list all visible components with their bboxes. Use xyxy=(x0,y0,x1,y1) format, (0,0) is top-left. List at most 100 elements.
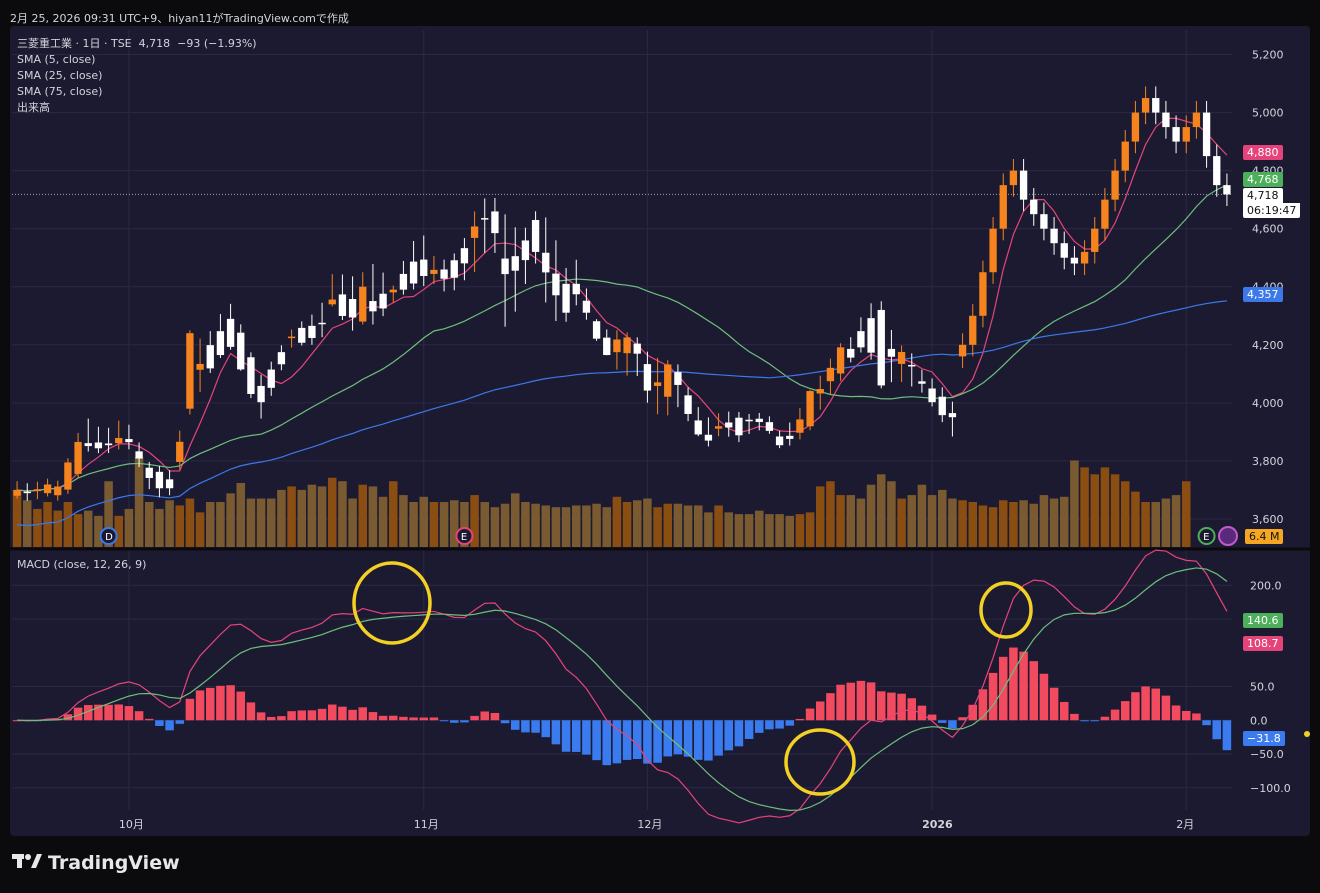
volume-bar xyxy=(1029,503,1039,547)
sma25-line xyxy=(17,184,1228,492)
candle-body xyxy=(247,357,255,394)
macd-histogram-bar xyxy=(226,685,235,721)
event-marker-label: D xyxy=(105,532,113,543)
volume-bar xyxy=(907,495,917,547)
candle-body xyxy=(735,417,743,436)
macd-histogram-bar xyxy=(1100,716,1110,721)
macd-histogram-bar xyxy=(63,714,73,721)
candle-body xyxy=(653,382,662,386)
candle-body xyxy=(897,351,906,364)
candle-body xyxy=(775,436,784,446)
macd-signal-tag: 140.6 xyxy=(1243,613,1283,628)
candle-body xyxy=(1172,127,1180,142)
candle-body xyxy=(816,389,824,394)
volume-bar xyxy=(653,507,662,547)
macd-histogram-bar xyxy=(602,720,612,766)
macd-histogram-bar xyxy=(1039,673,1049,721)
macd-histogram-bar xyxy=(734,720,744,747)
candle-body xyxy=(704,434,713,441)
volume-bar xyxy=(795,514,805,547)
event-marker-icon xyxy=(99,527,118,545)
candle-body xyxy=(491,211,499,234)
macd-histogram-bar xyxy=(937,720,947,723)
volume-value-tag: 6.4 M xyxy=(1245,529,1284,544)
volume-bar xyxy=(195,512,205,547)
volume-bar xyxy=(327,477,337,547)
macd-histogram-bar xyxy=(978,689,988,721)
tradingview-logo[interactable]: TradingView xyxy=(12,852,180,875)
candle-body xyxy=(745,419,753,422)
macd-histogram-bar xyxy=(785,720,795,726)
candle-body xyxy=(1182,127,1190,142)
legend-sma25[interactable]: SMA (25, close) xyxy=(17,69,103,82)
macd-histogram-bar xyxy=(124,706,134,721)
candle-body xyxy=(33,489,42,492)
macd-histogram-bar xyxy=(795,718,805,721)
volume-bar xyxy=(1090,474,1100,547)
candle-body xyxy=(796,419,804,433)
event-marker-icon xyxy=(1197,527,1216,545)
macd-legend[interactable]: MACD (close, 12, 26, 9) xyxy=(17,558,147,571)
macd-histogram-bar xyxy=(927,714,937,721)
candle-body xyxy=(765,422,774,431)
macd-histogram-bar xyxy=(765,720,774,730)
macd-histogram-bar xyxy=(1212,720,1222,740)
volume-bar xyxy=(144,502,154,547)
volume-bar xyxy=(1151,502,1161,547)
macd-value-tag: 108.7 xyxy=(1243,636,1283,651)
macd-histogram-bar xyxy=(500,720,510,724)
candle-body xyxy=(1060,243,1068,258)
candle-body xyxy=(979,272,987,316)
macd-histogram-bar xyxy=(1181,710,1191,721)
candle-body xyxy=(714,426,723,429)
macd-histogram-bar xyxy=(216,685,225,721)
volume-bar xyxy=(175,505,185,547)
candle-body xyxy=(531,219,540,252)
macd-histogram-bar xyxy=(1009,647,1018,721)
candle-body xyxy=(643,364,652,391)
macd-histogram-bar xyxy=(846,682,856,721)
macd-histogram-bar xyxy=(1120,701,1130,721)
candle-body xyxy=(1091,228,1099,252)
candle-body xyxy=(389,289,397,293)
macd-histogram-bar xyxy=(317,708,327,721)
candle-body xyxy=(1050,228,1058,244)
volume-bar xyxy=(429,502,439,547)
candle-body xyxy=(613,339,621,353)
sma75-value-tag: 4,357 xyxy=(1243,287,1283,302)
legend-sma75[interactable]: SMA (75, close) xyxy=(17,85,103,98)
candle-body xyxy=(318,322,326,325)
candle-body xyxy=(409,261,418,284)
macd-histogram-bar xyxy=(439,720,449,722)
legend-volume[interactable]: 出来高 xyxy=(17,101,50,114)
volume-bar xyxy=(104,481,113,547)
candle-body xyxy=(155,471,164,489)
time-tick-label: 12月 xyxy=(637,818,662,831)
macd-histogram-bar xyxy=(714,720,723,756)
volume-bar xyxy=(612,496,622,547)
candle-body xyxy=(958,344,967,357)
volume-bar xyxy=(724,512,734,547)
candle-body xyxy=(684,395,692,414)
candle-body xyxy=(867,318,875,353)
macd-histogram-bar xyxy=(185,698,195,721)
macd-histogram-bar xyxy=(287,711,296,721)
volume-bar xyxy=(236,482,246,547)
price-tick-label: 5,000 xyxy=(1252,107,1284,120)
volume-bar xyxy=(937,489,947,547)
candle-body xyxy=(1080,251,1089,264)
candle-body xyxy=(1213,156,1221,186)
macd-histogram-bar xyxy=(449,720,459,723)
legend-sma5[interactable]: SMA (5, close) xyxy=(17,53,96,66)
macd-histogram-bar xyxy=(246,702,256,721)
macd-histogram-bar xyxy=(1029,661,1039,721)
candle-body xyxy=(206,345,214,369)
volume-bar xyxy=(358,484,368,547)
volume-bar xyxy=(887,481,896,547)
candle-body xyxy=(379,293,387,309)
volume-bar xyxy=(165,500,174,547)
candle-body xyxy=(542,252,550,273)
volume-bar xyxy=(592,503,601,547)
candle-body xyxy=(226,318,235,347)
